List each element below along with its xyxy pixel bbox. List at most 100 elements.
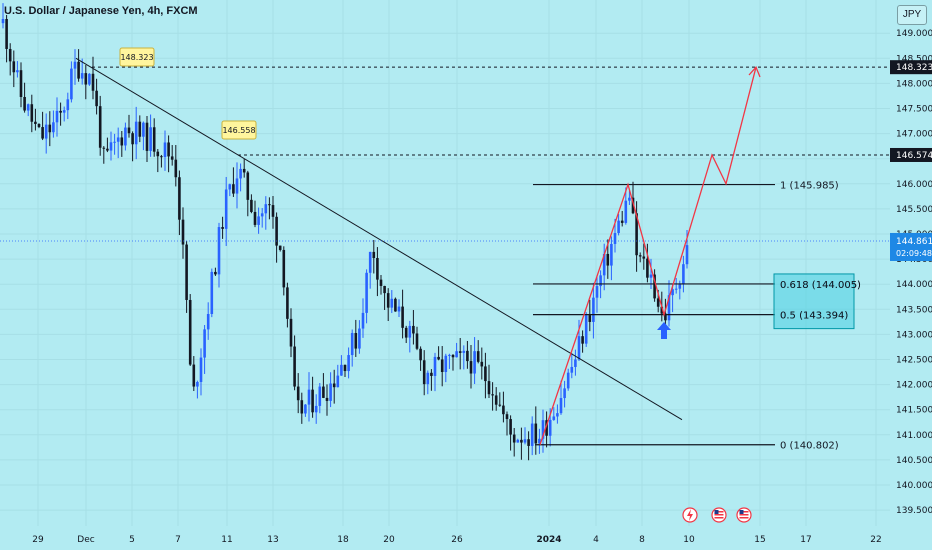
- candle-body: [523, 439, 527, 443]
- candle-body: [527, 439, 530, 446]
- price-tick-label: 141.000: [896, 431, 932, 441]
- price-callout[interactable]: 148.323: [119, 47, 155, 67]
- candle-body: [188, 299, 192, 365]
- time-axis-scale[interactable]: 29 Dec 5 7 11 13 18 20 26 2024 4 8 10 15 17 22: [0, 526, 890, 550]
- countdown-label: 02:09:48: [896, 249, 932, 258]
- us-flag-icon[interactable]: [736, 507, 752, 523]
- candle-body: [365, 272, 368, 313]
- candle-body: [77, 61, 80, 79]
- candle-body: [613, 233, 617, 244]
- price-callout[interactable]: 146.558: [221, 120, 257, 140]
- candle-body: [451, 354, 455, 358]
- candle-body: [109, 142, 113, 151]
- candle-body: [224, 189, 228, 229]
- candle-body: [37, 123, 41, 128]
- candle-body: [271, 205, 275, 217]
- candle-body: [149, 127, 152, 151]
- price-tick-label: 147.500: [896, 105, 932, 115]
- candle-body: [440, 359, 444, 373]
- fib-zone-box[interactable]: [773, 273, 855, 330]
- candle-body: [282, 249, 286, 288]
- candle-body: [505, 414, 509, 420]
- time-axis[interactable]: 29 Dec 5 7 11 13 18 20 26 2024 4 8 10 15 17 22: [0, 526, 890, 550]
- candle-body: [354, 332, 358, 349]
- price-tick-label: 147.000: [896, 130, 932, 140]
- lightning-icon[interactable]: [682, 507, 698, 523]
- candle-body: [390, 298, 394, 308]
- candle-body: [163, 142, 167, 157]
- price-tick-label: 144.000: [896, 280, 932, 290]
- candle-body: [59, 110, 62, 113]
- candle-body: [23, 96, 26, 111]
- candle-body: [430, 372, 433, 376]
- candle-body: [120, 137, 124, 146]
- candle-body: [268, 204, 271, 206]
- currency-button[interactable]: JPY: [897, 5, 927, 25]
- price-badge-label: 146.574: [896, 151, 932, 161]
- candle-body: [509, 419, 512, 435]
- candle-body: [530, 423, 534, 446]
- candle-body: [610, 243, 613, 266]
- candle-body: [682, 264, 685, 285]
- candle-body: [376, 258, 379, 280]
- candle-body: [592, 297, 595, 322]
- chart-area[interactable]: 1 (145.985) 0.618 (144.005) 0.5 (143.394) 0…: [0, 0, 890, 526]
- candle-body: [203, 329, 206, 358]
- candle-body: [16, 70, 19, 73]
- time-tick-label: 26: [451, 535, 463, 545]
- candle-body: [44, 124, 48, 139]
- time-tick-label: 8: [639, 535, 645, 545]
- candle-body: [80, 73, 84, 79]
- candle-body: [667, 295, 671, 321]
- candle-body: [98, 106, 102, 148]
- candle-body: [131, 133, 134, 145]
- price-tick-label: 148.500: [896, 54, 932, 64]
- candle-body: [462, 350, 466, 353]
- candle-body: [347, 355, 350, 372]
- up-arrow-icon: [657, 322, 671, 339]
- price-tick-label: 141.500: [896, 406, 932, 416]
- price-tick-label: 140.500: [896, 456, 932, 466]
- candle-body: [253, 211, 257, 225]
- fib-level-label: 0.618 (144.005): [780, 280, 861, 291]
- candle-body: [660, 306, 664, 314]
- price-tick-label: 140.000: [896, 481, 932, 491]
- candle-body: [314, 405, 318, 413]
- candle-body: [181, 219, 185, 245]
- candle-body: [412, 325, 415, 334]
- candle-body: [239, 168, 242, 179]
- time-tick-label: 18: [337, 535, 349, 545]
- drawings[interactable]: 1 (145.985) 0.618 (144.005) 0.5 (143.394) 0…: [0, 47, 890, 523]
- trendline[interactable]: [75, 57, 683, 421]
- candle-body: [66, 99, 70, 111]
- time-tick-label: 17: [800, 535, 811, 545]
- candle-body: [397, 306, 401, 312]
- candle-body: [631, 197, 635, 214]
- time-tick-label: 10: [683, 535, 695, 545]
- candle-body: [415, 333, 419, 349]
- price-axis[interactable]: 149.000 148.500 148.000 147.500 147.000 146.5…: [890, 0, 932, 550]
- time-tick-label: 2024: [536, 535, 561, 545]
- candle-body: [620, 220, 624, 223]
- price-badge: 148.323: [890, 60, 932, 75]
- price-axis-scale[interactable]: 149.000 148.500 148.000 147.500 147.000 146.5…: [890, 0, 932, 550]
- candle-body: [444, 355, 448, 373]
- price-tick-label: 145.500: [896, 205, 932, 215]
- candles[interactable]: [1, 3, 689, 461]
- projection-path[interactable]: [539, 67, 757, 445]
- candle-body: [577, 336, 581, 360]
- candle-body: [563, 388, 566, 399]
- us-flag-icon[interactable]: [711, 507, 727, 523]
- last-price-badge-label: 144.861: [896, 237, 932, 247]
- candle-body: [552, 416, 556, 420]
- candle-body: [383, 285, 386, 294]
- candle-body: [30, 104, 34, 122]
- time-tick-label: 15: [754, 535, 765, 545]
- candle-body: [102, 147, 106, 149]
- candle-body: [624, 200, 628, 223]
- candle-body: [426, 372, 430, 385]
- candle-body: [455, 351, 458, 358]
- price-chart[interactable]: 1 (145.985) 0.618 (144.005) 0.5 (143.394) 0…: [0, 0, 890, 526]
- candle-body: [487, 381, 491, 395]
- candle-body: [156, 151, 160, 157]
